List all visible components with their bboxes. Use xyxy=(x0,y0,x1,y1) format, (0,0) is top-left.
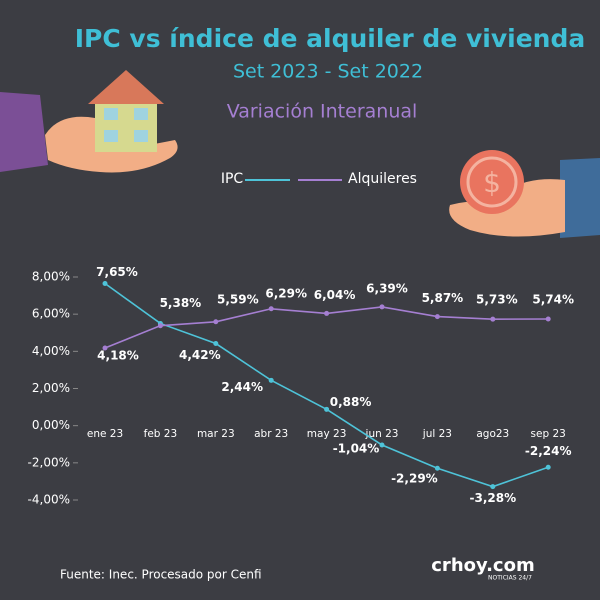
data-point xyxy=(157,323,163,329)
source: Fuente: Inec. Procesado por Cenfi xyxy=(60,568,262,582)
annotation: Variación Interanual xyxy=(227,101,418,123)
svg-text:$: $ xyxy=(483,166,501,199)
legend-label: IPC xyxy=(221,171,244,187)
value-label: 2,44% xyxy=(221,380,263,394)
data-point xyxy=(434,465,440,471)
data-point xyxy=(434,314,440,320)
data-point xyxy=(268,306,274,312)
value-label: 6,39% xyxy=(366,281,408,295)
y-tick-label: 6,00% xyxy=(32,307,70,321)
x-tick-label: jun 23 xyxy=(365,428,399,440)
value-label: 5,87% xyxy=(422,291,464,305)
value-label: 6,04% xyxy=(314,288,356,302)
data-point xyxy=(268,377,274,383)
data-point xyxy=(102,345,108,351)
x-tick-label: ago23 xyxy=(476,428,509,440)
y-tick-label: 2,00% xyxy=(32,381,70,395)
x-tick-label: jul 23 xyxy=(422,428,452,440)
logo-tagline: NOTICIAS 24/7 xyxy=(488,575,532,582)
x-tick-label: may 23 xyxy=(307,428,347,440)
value-label: 5,59% xyxy=(217,292,259,306)
coin-hand: $ xyxy=(449,150,600,238)
value-label: -1,04% xyxy=(333,441,380,455)
data-point xyxy=(213,319,219,325)
data-point xyxy=(379,442,385,448)
value-label: 7,65% xyxy=(96,265,138,279)
y-tick-label: 4,00% xyxy=(32,344,70,358)
value-label: 0,88% xyxy=(330,395,372,409)
data-point xyxy=(490,484,496,490)
x-tick-label: sep 23 xyxy=(531,428,566,440)
legend-label: Alquileres xyxy=(348,171,417,187)
y-tick-label: -4,00% xyxy=(28,493,70,507)
value-label: 5,38% xyxy=(160,296,202,310)
data-point xyxy=(545,464,551,470)
value-label: 6,29% xyxy=(265,286,307,300)
y-tick-label: 8,00% xyxy=(32,270,70,284)
data-point xyxy=(545,316,551,322)
data-point xyxy=(490,316,496,322)
y-tick-label: 0,00% xyxy=(32,418,70,432)
x-tick-label: mar 23 xyxy=(197,428,235,440)
data-point xyxy=(324,310,330,316)
value-label: -2,24% xyxy=(525,444,572,458)
value-label: 5,73% xyxy=(476,293,518,307)
y-tick-label: -2,00% xyxy=(28,455,70,469)
data-point xyxy=(102,281,108,287)
x-tick-label: ene 23 xyxy=(87,428,123,440)
chart-subtitle: Set 2023 - Set 2022 xyxy=(233,61,423,83)
x-tick-label: feb 23 xyxy=(144,428,178,440)
value-label: 5,74% xyxy=(532,292,574,306)
chart-title: IPC vs índice de alquiler de vivienda xyxy=(75,24,586,53)
house-hand xyxy=(0,70,178,173)
x-tick-label: abr 23 xyxy=(254,428,288,440)
data-point xyxy=(324,406,330,412)
data-point xyxy=(379,304,385,310)
value-label: -3,28% xyxy=(469,491,516,505)
value-label: 4,42% xyxy=(179,348,221,362)
value-label: 4,18% xyxy=(97,348,139,362)
data-point xyxy=(213,341,219,347)
value-label: -2,29% xyxy=(391,472,438,486)
logo: crhoy.com xyxy=(431,555,534,576)
